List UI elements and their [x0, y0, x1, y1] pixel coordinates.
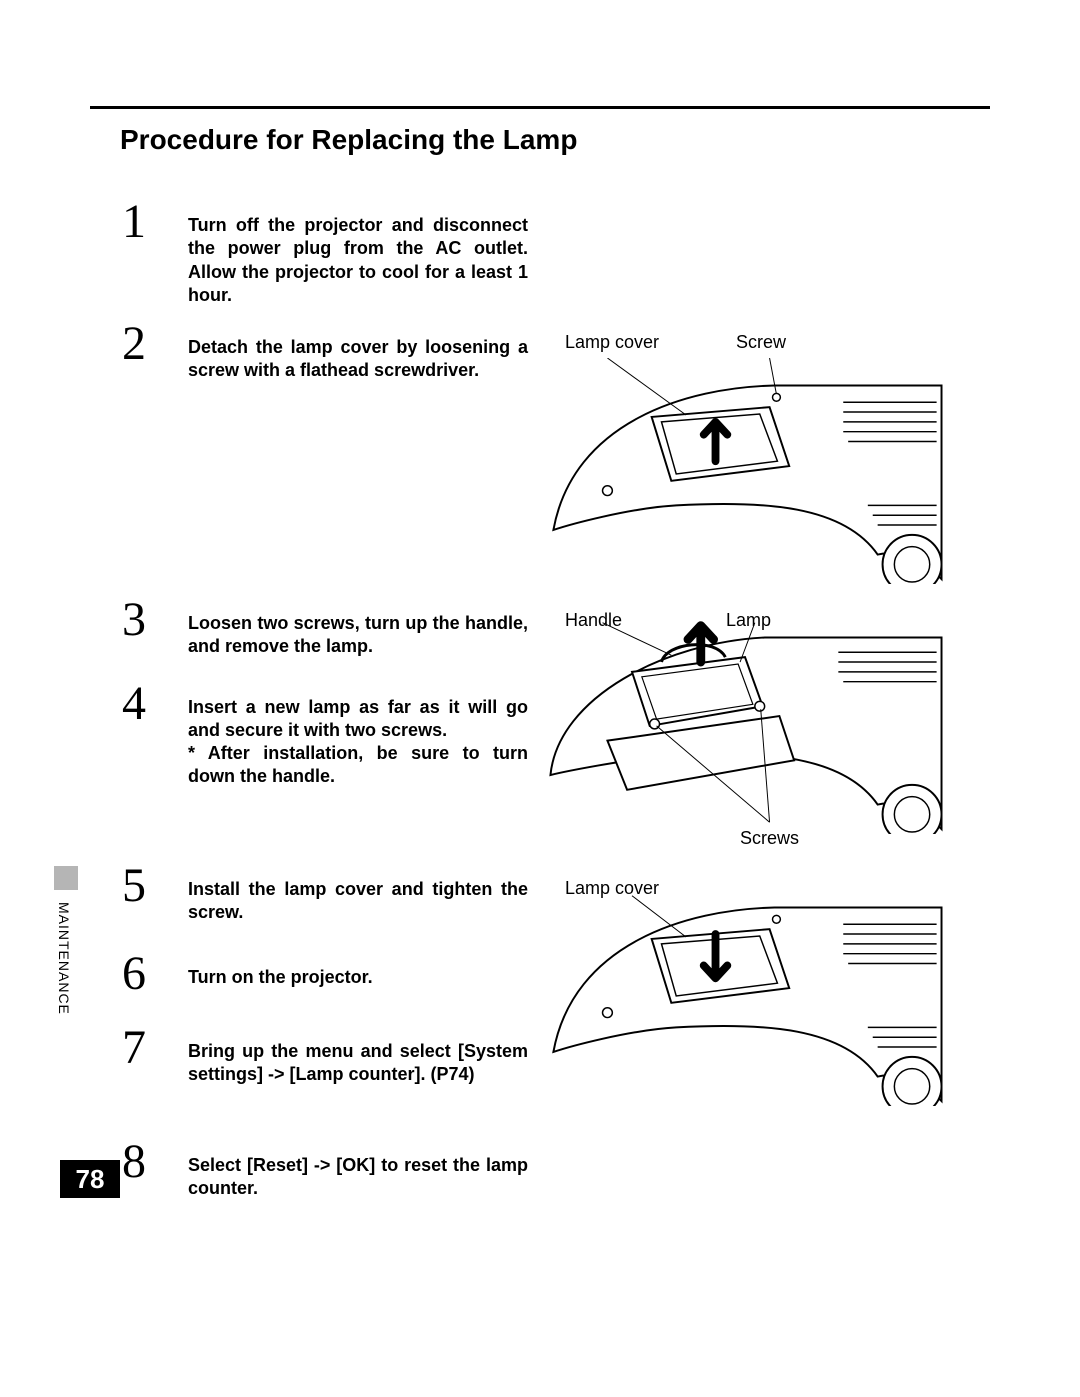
- figure-install-cover: [545, 878, 945, 1108]
- step-text-5: Install the lamp cover and tighten the s…: [188, 878, 528, 925]
- section-title: Procedure for Replacing the Lamp: [120, 124, 577, 156]
- step-text-6: Turn on the projector.: [188, 966, 528, 989]
- step-text-2: Detach the lamp cover by loosening a scr…: [188, 336, 528, 383]
- figure-lamp-cover: [545, 356, 945, 586]
- step-text-1: Turn off the projector and disconnect th…: [188, 214, 528, 308]
- top-rule: [90, 106, 990, 109]
- step-number-1: 1: [104, 194, 164, 249]
- sidebar-label: MAINTENANCE: [56, 902, 72, 1015]
- step-text-8: Select [Reset] -> [OK] to reset the lamp…: [188, 1154, 528, 1201]
- page-number: 78: [60, 1160, 120, 1198]
- step-number-2: 2: [104, 316, 164, 371]
- step-number-6: 6: [104, 946, 164, 1001]
- step-number-3: 3: [104, 592, 164, 647]
- step-number-7: 7: [104, 1020, 164, 1075]
- fig1-label-screw: Screw: [736, 332, 786, 353]
- step-number-5: 5: [104, 858, 164, 913]
- step-number-4: 4: [104, 676, 164, 731]
- fig1-label-lamp-cover: Lamp cover: [565, 332, 659, 353]
- step-text-3: Loosen two screws, turn up the handle, a…: [188, 612, 528, 659]
- step-text-4-note: * After installation, be sure to turn do…: [188, 742, 528, 789]
- step-text-7: Bring up the menu and select [System set…: [188, 1040, 528, 1087]
- manual-page: Procedure for Replacing the Lamp 1 Turn …: [0, 0, 1080, 1397]
- figure-lamp-assembly: [545, 606, 945, 836]
- sidebar-tab: [54, 866, 78, 890]
- step-text-4: Insert a new lamp as far as it will go a…: [188, 696, 528, 743]
